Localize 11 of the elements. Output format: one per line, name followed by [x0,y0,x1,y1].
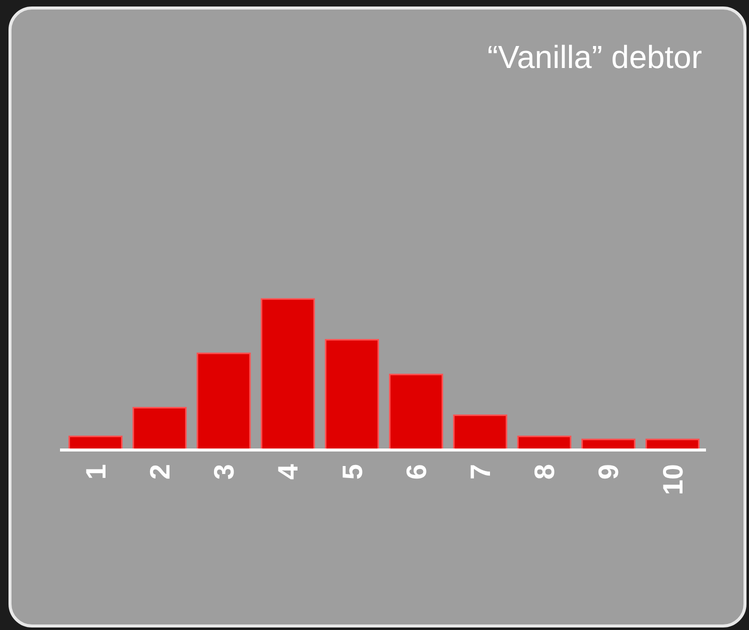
x-tick-label: 6 [400,464,432,480]
x-tick-label: 4 [272,464,304,480]
x-tick-label: 2 [144,464,176,480]
x-tick-label: 10 [657,464,688,496]
x-tick-label: 1 [80,464,112,480]
x-tick-label: 8 [529,464,560,480]
chart-title: “Vanilla” debtor [487,39,702,75]
x-tick-label: 7 [464,464,496,480]
x-tick-label: 3 [208,464,240,480]
x-tick-label: 5 [336,464,368,480]
x-tick-label: 9 [593,464,624,480]
